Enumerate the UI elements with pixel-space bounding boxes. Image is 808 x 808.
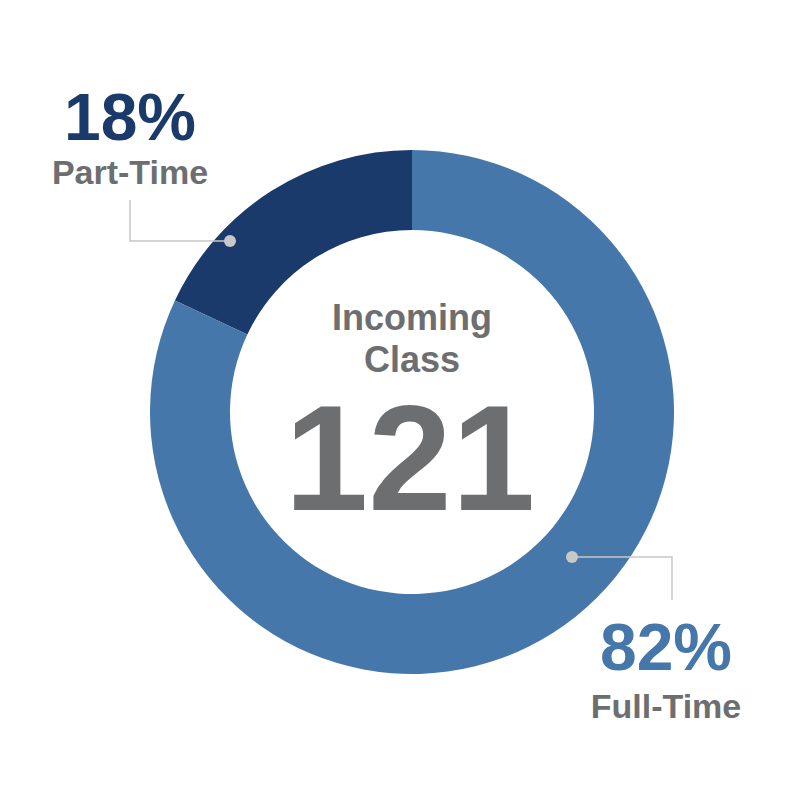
svg-text:Full-Time: Full-Time [591,687,742,725]
svg-text:Class: Class [364,339,460,380]
svg-text:18%: 18% [64,80,196,154]
svg-text:Part-Time: Part-Time [52,153,208,191]
svg-text:121: 121 [285,374,535,542]
svg-text:82%: 82% [600,610,732,684]
svg-text:Incoming: Incoming [332,297,492,338]
